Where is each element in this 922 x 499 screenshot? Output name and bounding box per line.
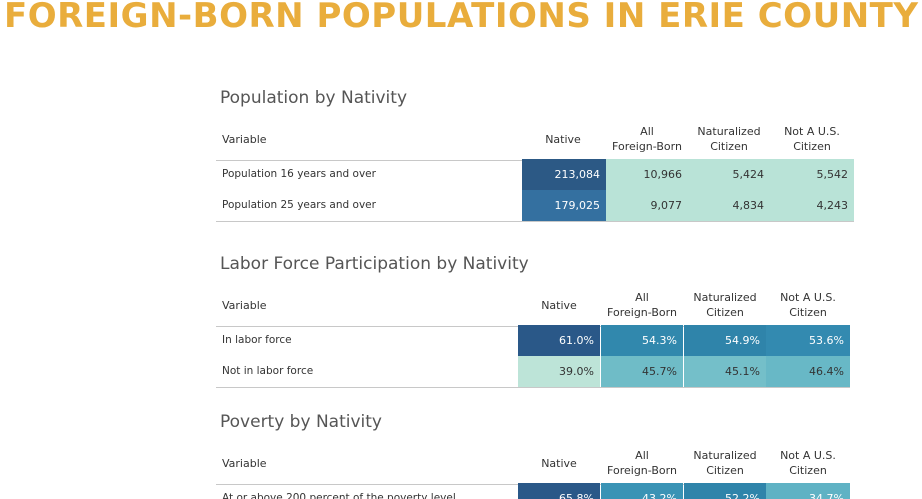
table-row: Population 25 years and over 179,025 9,077…	[216, 190, 854, 221]
row-label: In labor force	[222, 334, 292, 346]
cell-all-foreign-born: 9,077	[606, 190, 688, 221]
cell-native: 65.8%	[518, 483, 600, 499]
header-variable: Variable	[222, 456, 267, 470]
table-header: Variable Native All Foreign-Born Naturali…	[216, 442, 850, 485]
cell-all-foreign-born: 45.7%	[601, 356, 683, 387]
labor-force-table: Variable Native All Foreign-Born Naturali…	[216, 284, 850, 388]
cell-all-foreign-born: 54.3%	[601, 325, 683, 356]
cell-not-citizen: 46.4%	[766, 356, 850, 387]
header-not-citizen: Not A U.S. Citizen	[784, 125, 840, 153]
table-row: Population 16 years and over 213,084 10,96…	[216, 159, 854, 190]
cell-naturalized: 54.9%	[684, 325, 766, 356]
row-label: Population 16 years and over	[222, 168, 376, 180]
header-not-citizen: Not A U.S. Citizen	[780, 291, 836, 319]
cell-all-foreign-born: 43.2%	[601, 483, 683, 499]
header-not-citizen: Not A U.S. Citizen	[780, 449, 836, 477]
row-label: Not in labor force	[222, 365, 314, 377]
header-native: Native	[545, 132, 581, 146]
page-title: FOREIGN-BORN POPULATIONS IN ERIE COUNTY	[4, 0, 919, 36]
section-title: Labor Force Participation by Nativity	[220, 254, 529, 274]
row-label: Population 25 years and over	[222, 199, 376, 211]
table-row: Not in labor force 39.0% 45.7% 45.1% 46.4%	[216, 356, 850, 387]
cell-all-foreign-born: 10,966	[606, 159, 688, 190]
row-label: At or above 200 percent of the poverty l…	[222, 492, 456, 499]
cell-naturalized: 5,424	[688, 159, 770, 190]
header-variable: Variable	[222, 298, 267, 312]
cell-native: 39.0%	[518, 356, 600, 387]
section-title: Poverty by Nativity	[220, 412, 382, 432]
table-header: Variable Native All Foreign-Born Naturali…	[216, 118, 854, 161]
poverty-table: Variable Native All Foreign-Born Naturali…	[216, 442, 850, 499]
cell-naturalized: 4,834	[688, 190, 770, 221]
header-all-foreign-born: All Foreign-Born	[607, 291, 677, 319]
section-poverty: Poverty by Nativity Variable Native All F…	[216, 410, 850, 499]
section-title: Population by Nativity	[220, 88, 408, 108]
header-all-foreign-born: All Foreign-Born	[612, 125, 682, 153]
header-native: Native	[541, 456, 577, 470]
header-naturalized: Naturalized Citizen	[693, 449, 757, 477]
cell-native: 61.0%	[518, 325, 600, 356]
table-row: At or above 200 percent of the poverty l…	[216, 483, 850, 499]
cell-not-citizen: 4,243	[770, 190, 854, 221]
cell-native: 213,084	[522, 159, 606, 190]
cell-not-citizen: 53.6%	[766, 325, 850, 356]
table-bottom-border	[216, 221, 854, 222]
cell-not-citizen: 34.7%	[766, 483, 850, 499]
cell-not-citizen: 5,542	[770, 159, 854, 190]
header-naturalized: Naturalized Citizen	[697, 125, 761, 153]
cell-native: 179,025	[522, 190, 606, 221]
header-native: Native	[541, 298, 577, 312]
header-all-foreign-born: All Foreign-Born	[607, 449, 677, 477]
section-labor-force: Labor Force Participation by Nativity Va…	[216, 252, 850, 392]
cell-naturalized: 45.1%	[684, 356, 766, 387]
header-variable: Variable	[222, 132, 267, 146]
section-population: Population by Nativity Variable Native A…	[216, 86, 854, 226]
table-header: Variable Native All Foreign-Born Naturali…	[216, 284, 850, 327]
table-bottom-border	[216, 387, 850, 388]
header-naturalized: Naturalized Citizen	[693, 291, 757, 319]
cell-naturalized: 52.2%	[684, 483, 766, 499]
table-row: In labor force 61.0% 54.3% 54.9% 53.6%	[216, 325, 850, 356]
population-table: Variable Native All Foreign-Born Naturali…	[216, 118, 854, 222]
